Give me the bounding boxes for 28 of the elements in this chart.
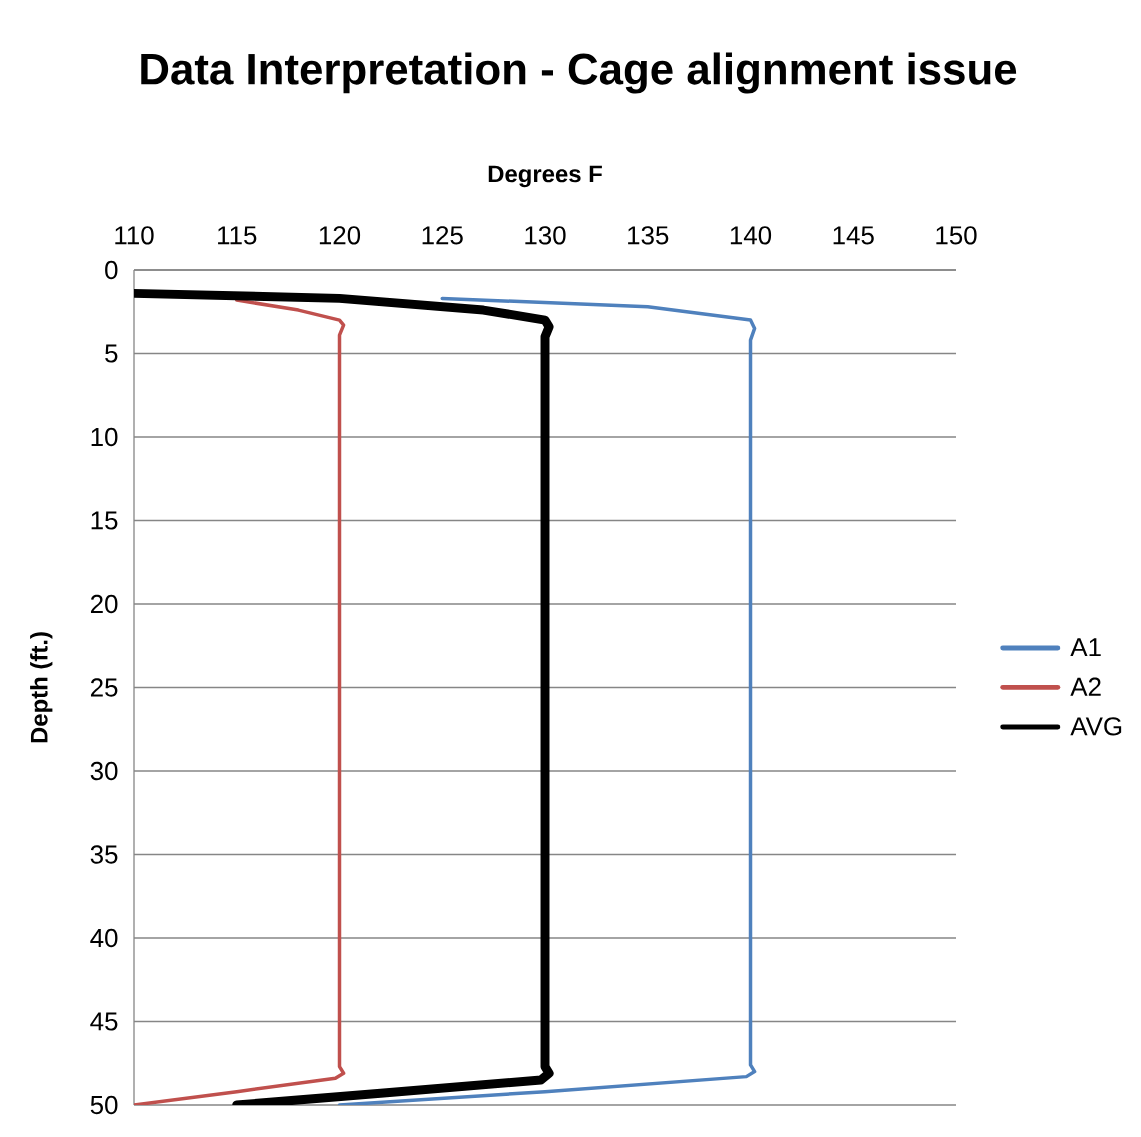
y-tick-label: 20 — [90, 594, 118, 614]
line-series — [134, 298, 346, 1106]
x-axis-title: Degrees F — [488, 165, 602, 188]
x-tick-label: 145 — [833, 226, 874, 245]
line-series — [337, 296, 757, 1106]
y-tick-label: 0 — [105, 260, 118, 280]
legend-label: A1 — [1070, 638, 1101, 657]
x-tick-label: 135 — [628, 226, 669, 245]
y-tick-label: 5 — [105, 344, 118, 363]
y-tick-label: 30 — [90, 761, 118, 781]
y-tick-label: 45 — [90, 1012, 118, 1031]
x-tick-label: 130 — [525, 226, 566, 245]
legend-label: AVG — [1070, 717, 1122, 736]
chart-title: Data Interpretation - Cage alignment issue — [141, 52, 1017, 94]
y-tick-label: 50 — [90, 1095, 118, 1115]
y-tick-label: 25 — [90, 678, 118, 697]
y-tick-label: 35 — [90, 845, 118, 864]
x-tick-label: 140 — [730, 226, 772, 245]
x-tick-label: 125 — [422, 226, 463, 245]
y-tick-label: 10 — [91, 427, 118, 447]
y-tick-label: 15 — [91, 511, 118, 530]
x-tick-label: 150 — [936, 226, 977, 245]
x-tick-label: 110 — [115, 226, 154, 245]
y-axis-title: Depth (ft.) — [30, 632, 53, 743]
y-tick-label: 40 — [90, 928, 118, 948]
x-tick-label: 115 — [218, 226, 257, 245]
legend-label: A2 — [1070, 677, 1101, 696]
x-tick-label: 120 — [319, 226, 361, 245]
